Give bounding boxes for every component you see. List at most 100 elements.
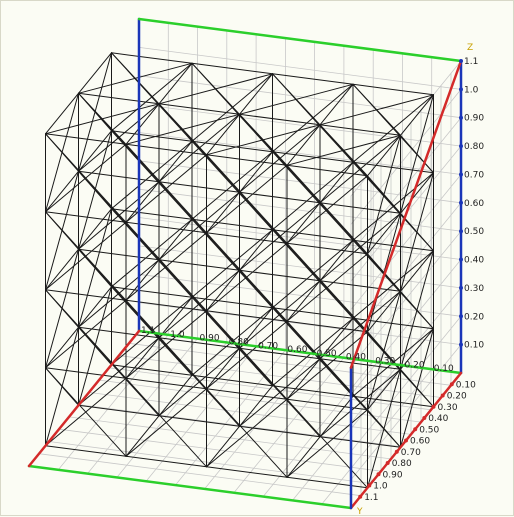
- z-tick-label: 1.0: [464, 85, 479, 95]
- truss-brace: [239, 269, 321, 360]
- truss-brace: [367, 134, 401, 255]
- truss-member: [191, 296, 273, 309]
- z-tick-label: 0.60: [464, 199, 484, 209]
- grid-line: [138, 217, 462, 260]
- grid-line: [350, 344, 462, 481]
- truss-member: [319, 239, 354, 282]
- truss-member: [45, 289, 127, 301]
- grid-line: [128, 342, 452, 386]
- truss-brace: [191, 218, 273, 309]
- y-axis-title: Y: [356, 507, 363, 517]
- y-tick-label: 1.1: [364, 493, 378, 503]
- truss-brace: [45, 326, 79, 447]
- truss-brace: [239, 191, 321, 282]
- truss-member: [367, 212, 401, 255]
- truss-member: [158, 181, 240, 193]
- truss-member: [239, 229, 273, 271]
- x-tick-label: 0.60: [287, 345, 307, 355]
- grid-line: [138, 75, 462, 119]
- truss-member: [286, 436, 321, 478]
- axis-tick-labels: 1.11.00.900.800.700.600.500.400.300.200.…: [141, 57, 484, 503]
- truss-member: [239, 73, 273, 115]
- truss-member: [158, 103, 240, 115]
- truss-brace: [272, 229, 354, 319]
- grid-line: [138, 245, 462, 289]
- truss-member: [367, 134, 401, 177]
- axis-tick-mark: [394, 449, 399, 454]
- axis-tick-mark: [431, 404, 436, 409]
- truss-member: [111, 208, 193, 220]
- truss-member: [125, 337, 160, 379]
- truss-brace: [400, 172, 434, 292]
- truss-brace: [45, 103, 160, 135]
- truss-member: [319, 317, 354, 360]
- truss-member: [286, 358, 321, 400]
- truss-member: [45, 133, 127, 145]
- z-tick-label: 0.40: [464, 256, 484, 266]
- truss-member: [319, 202, 401, 214]
- truss-member: [272, 151, 354, 163]
- truss-member: [367, 290, 401, 333]
- axis-tick-mark: [413, 427, 418, 432]
- truss-member: [45, 445, 127, 457]
- y-tick-label: 0.20: [447, 392, 467, 402]
- truss-member: [286, 124, 321, 166]
- truss-brace: [400, 94, 434, 214]
- grid-line: [350, 117, 462, 254]
- truss-brace: [286, 242, 368, 333]
- axis-tick-mark: [459, 87, 463, 92]
- y-tick-label: 0.90: [383, 470, 403, 480]
- truss-member: [367, 368, 401, 411]
- z-tick-label: 0.50: [464, 227, 484, 237]
- truss-member: [125, 181, 160, 223]
- truss-brace: [206, 232, 288, 322]
- truss-member: [125, 455, 207, 468]
- truss-member: [111, 286, 193, 298]
- grid-line: [350, 259, 462, 395]
- truss-brace: [206, 310, 288, 400]
- grid-line: [138, 273, 462, 317]
- truss-member: [286, 476, 368, 489]
- z-tick-label: 0.80: [464, 142, 484, 152]
- truss-member: [206, 232, 288, 244]
- truss-member: [272, 73, 354, 85]
- truss-member: [191, 218, 273, 231]
- truss-member: [158, 62, 193, 105]
- axis-tick-mark: [440, 393, 445, 398]
- truss-brace: [45, 92, 79, 213]
- y-tick-label: 1.0: [373, 482, 388, 492]
- truss-member: [206, 269, 240, 312]
- truss-brace: [158, 181, 240, 271]
- axis-tick-mark: [459, 172, 463, 177]
- y-tick-label: 0.60: [410, 437, 430, 447]
- space-frame-structure: [45, 52, 434, 489]
- truss-brace: [239, 347, 321, 438]
- truss-member: [125, 259, 160, 301]
- truss-brace: [45, 248, 79, 369]
- truss-brace: [111, 208, 193, 298]
- truss-member: [272, 307, 354, 319]
- z-tick-label: 0.20: [464, 312, 484, 322]
- grid-line: [233, 357, 345, 494]
- truss-member: [111, 52, 193, 64]
- z-tick-label: 0.90: [464, 114, 484, 124]
- axis-tick-mark: [367, 483, 372, 488]
- axis-tick-mark: [459, 285, 463, 290]
- truss-member: [45, 326, 79, 369]
- truss-member: [286, 280, 321, 322]
- axis-tick-mark: [459, 200, 463, 205]
- back-bottom-x-axis: [137, 329, 463, 375]
- truss-member: [45, 170, 79, 213]
- truss-brace: [45, 170, 79, 291]
- axis-tick-mark: [449, 382, 454, 387]
- truss-member: [400, 328, 434, 370]
- truss-brace: [158, 73, 273, 105]
- truss-member: [206, 191, 240, 234]
- truss-member: [158, 218, 193, 261]
- grid-line: [138, 188, 462, 232]
- axis-tick-mark: [422, 416, 427, 420]
- grid-line: [138, 47, 462, 90]
- axis-tick-mark: [459, 59, 463, 63]
- axis-tick-mark: [459, 342, 463, 347]
